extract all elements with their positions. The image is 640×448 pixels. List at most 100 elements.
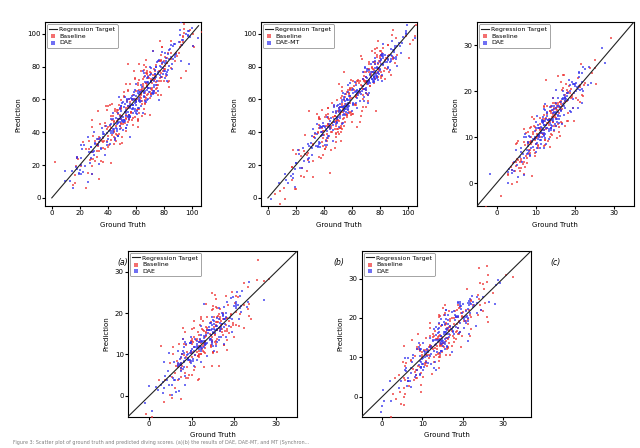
DAE — [469, 301, 479, 308]
DAE — [495, 280, 505, 287]
DAE — [195, 336, 205, 343]
DAE — [206, 325, 216, 332]
Baseline — [360, 78, 371, 86]
DAE — [537, 127, 547, 134]
Baseline — [348, 111, 358, 118]
DAE — [445, 325, 456, 332]
DAE — [115, 112, 125, 119]
Baseline — [164, 78, 174, 85]
Baseline — [467, 325, 477, 332]
DAE — [437, 347, 447, 354]
DAE — [444, 333, 454, 340]
DAE — [169, 40, 179, 47]
Legend: Regression Target, Baseline, DAE-MT: Regression Target, Baseline, DAE-MT — [263, 24, 334, 48]
Baseline — [337, 125, 347, 132]
Baseline — [335, 125, 345, 132]
DAE — [567, 79, 577, 86]
DAE — [176, 359, 186, 366]
DAE — [414, 340, 424, 347]
DAE — [546, 127, 556, 134]
Baseline — [442, 325, 452, 332]
Baseline — [532, 134, 542, 141]
DAE — [136, 81, 147, 88]
Baseline — [218, 309, 228, 316]
Baseline — [518, 161, 528, 168]
Baseline — [336, 94, 346, 101]
DAE — [128, 110, 138, 117]
DAE-MT — [360, 86, 370, 93]
DAE — [548, 94, 558, 101]
Baseline — [308, 158, 318, 165]
DAE — [458, 301, 468, 308]
DAE — [207, 338, 217, 345]
Baseline — [348, 111, 358, 118]
DAE — [199, 334, 209, 341]
DAE-MT — [396, 50, 406, 57]
Baseline — [444, 339, 454, 346]
DAE-MT — [361, 84, 371, 91]
Baseline — [542, 102, 552, 109]
DAE-MT — [352, 95, 362, 102]
DAE — [148, 78, 159, 85]
Baseline — [184, 359, 195, 366]
DAE — [433, 339, 443, 346]
Baseline — [154, 57, 164, 65]
Baseline — [451, 328, 461, 336]
Baseline — [86, 162, 97, 169]
DAE — [227, 293, 237, 301]
Baseline — [133, 82, 143, 89]
DAE — [464, 331, 474, 338]
Baseline — [318, 142, 328, 149]
Baseline — [158, 67, 168, 74]
DAE-MT — [365, 68, 376, 75]
DAE-MT — [369, 77, 379, 84]
DAE — [536, 140, 547, 147]
Baseline — [304, 108, 314, 115]
Baseline — [152, 81, 162, 88]
DAE-MT — [385, 66, 395, 73]
DAE — [124, 115, 134, 122]
DAE — [97, 130, 108, 137]
DAE — [463, 302, 474, 309]
DAE-MT — [394, 40, 404, 47]
DAE — [145, 77, 156, 84]
Baseline — [207, 337, 218, 344]
Baseline — [346, 85, 356, 92]
DAE — [200, 14, 211, 21]
Baseline — [527, 131, 538, 138]
Baseline — [207, 333, 217, 340]
Baseline — [179, 340, 189, 348]
DAE — [92, 135, 102, 142]
Baseline — [81, 146, 91, 153]
Baseline — [111, 137, 121, 144]
Baseline — [214, 362, 224, 370]
Baseline — [558, 85, 568, 92]
Baseline — [97, 134, 108, 141]
DAE — [199, 344, 209, 351]
DAE — [113, 118, 123, 125]
Baseline — [415, 370, 426, 377]
DAE — [176, 360, 186, 367]
DAE — [566, 108, 576, 115]
Baseline — [413, 345, 424, 353]
Baseline — [88, 155, 99, 162]
Baseline — [445, 317, 455, 324]
Baseline — [554, 110, 564, 117]
DAE — [163, 367, 173, 374]
X-axis label: Ground Truth: Ground Truth — [532, 222, 578, 228]
DAE-MT — [313, 143, 323, 151]
DAE — [80, 162, 90, 169]
DAE — [144, 88, 154, 95]
Baseline — [72, 153, 82, 160]
DAE — [200, 341, 211, 349]
Baseline — [437, 348, 447, 355]
DAE-MT — [291, 159, 301, 167]
DAE — [206, 336, 216, 343]
DAE-MT — [339, 94, 349, 101]
Baseline — [449, 339, 460, 346]
DAE-MT — [339, 103, 349, 110]
DAE — [539, 132, 549, 139]
Baseline — [160, 63, 170, 70]
Baseline — [125, 98, 135, 105]
DAE — [540, 106, 550, 113]
